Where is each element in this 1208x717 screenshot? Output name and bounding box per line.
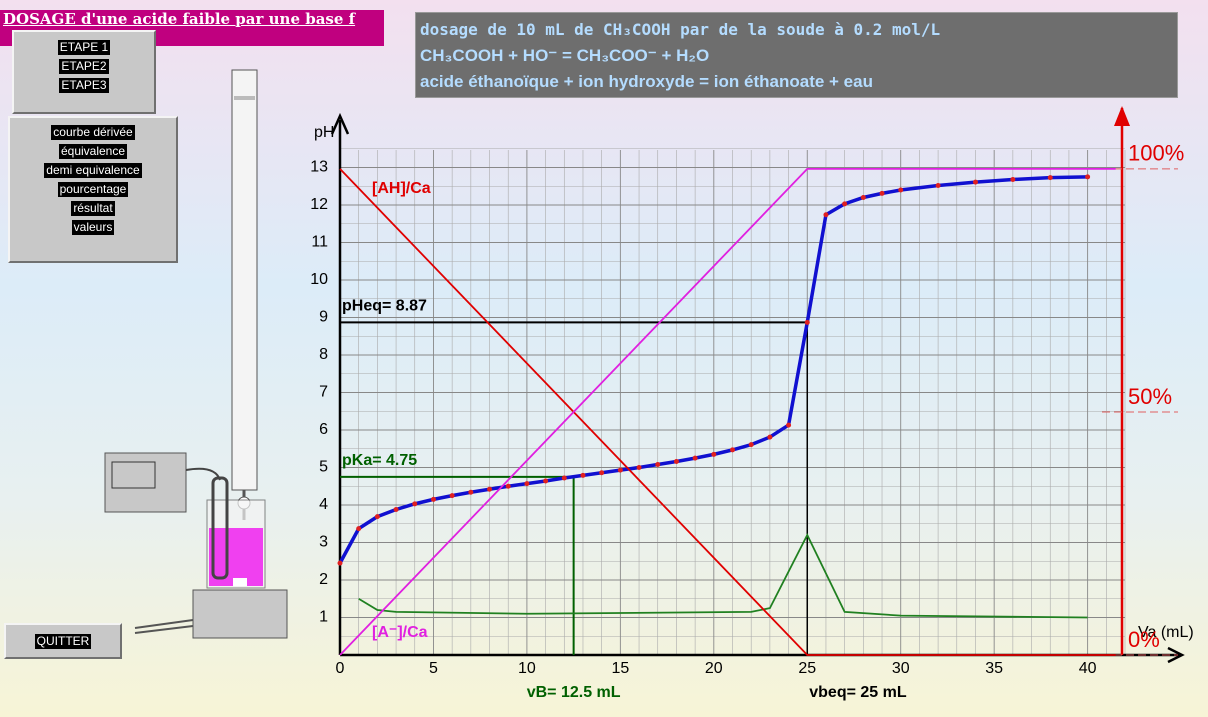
y-tick-label: 4 — [319, 496, 328, 513]
info-line: dosage de 10 mL de CH₃COOH par de la sou… — [420, 20, 941, 39]
data-point — [580, 472, 586, 478]
series-line — [339, 168, 1116, 656]
data-point — [748, 442, 754, 448]
step-button[interactable]: ETAPE2 — [59, 59, 109, 74]
step-button[interactable]: ETAPE3 — [59, 78, 109, 93]
option-button[interactable]: équivalence — [58, 144, 128, 159]
data-point — [505, 483, 511, 489]
half-equivalence-label: vB= 12.5 mL — [527, 684, 621, 701]
x-axis-label: Va (mL) — [1138, 624, 1194, 641]
data-point — [842, 201, 848, 207]
option-button[interactable]: demi equivalence — [44, 163, 142, 178]
x-tick-label: 35 — [985, 660, 1003, 677]
data-point — [543, 478, 549, 484]
y-tick-label: 13 — [310, 159, 328, 176]
data-point — [393, 507, 399, 512]
data-point — [524, 481, 530, 487]
data-point — [449, 493, 455, 499]
steps-panel: ETAPE 1 ETAPE2 ETAPE3 — [12, 30, 156, 114]
x-tick-label: 40 — [1079, 660, 1097, 677]
y2-axis-arrow — [1114, 106, 1130, 126]
data-point — [487, 486, 493, 492]
data-point — [1010, 177, 1016, 182]
data-point — [879, 190, 885, 196]
series-line — [338, 175, 1088, 564]
y-tick-label: 11 — [311, 234, 328, 251]
info-line: CH₃COOH + HO⁻ = CH₃COO⁻ + H₂O — [420, 46, 710, 65]
data-point — [430, 496, 436, 502]
y-axis-arrow — [330, 112, 350, 135]
x-tick-label: 20 — [705, 660, 723, 677]
data-point — [561, 475, 567, 481]
data-point — [617, 467, 623, 473]
info-line: acide éthanoïque + ion hydroxyde = ion é… — [420, 72, 873, 91]
series-line — [358, 532, 1088, 619]
data-point — [1047, 175, 1053, 181]
y2-tick-label: 0% — [1128, 627, 1160, 652]
data-point — [767, 434, 773, 440]
option-button[interactable]: courbe dérivée — [51, 125, 135, 140]
options-panel: courbe dérivée équivalence demi equivale… — [8, 116, 178, 263]
data-point — [1085, 174, 1091, 180]
equivalence-ph-label: pHeq= 8.87 — [342, 298, 427, 315]
y-axis-label: pH — [314, 124, 334, 141]
y-tick-label: 6 — [319, 421, 328, 438]
data-point — [468, 489, 474, 495]
x-tick-label: 15 — [611, 660, 629, 677]
data-point — [860, 195, 866, 200]
data-point — [786, 422, 792, 428]
data-point — [730, 447, 735, 453]
x-tick-label: 30 — [892, 660, 910, 677]
y-tick-label: 3 — [319, 534, 328, 551]
y-tick-label: 9 — [319, 309, 328, 326]
x-tick-label: 25 — [798, 660, 816, 677]
pka-label: pKa= 4.75 — [342, 452, 417, 469]
y-tick-label: 5 — [319, 459, 328, 476]
option-button[interactable]: valeurs — [71, 220, 115, 235]
data-point — [599, 470, 605, 476]
y-tick-label: 10 — [310, 271, 328, 288]
data-point — [655, 462, 661, 467]
series-line — [339, 167, 1116, 656]
y-tick-label: 8 — [319, 346, 328, 363]
y-tick-label: 12 — [310, 196, 328, 213]
data-point — [711, 451, 717, 457]
series-label: [A⁻]/Ca — [372, 624, 428, 641]
data-point — [374, 514, 380, 520]
data-point — [898, 187, 904, 193]
series-label: [AH]/Ca — [372, 180, 431, 197]
data-point — [673, 459, 679, 464]
option-button[interactable]: résultat — [71, 201, 115, 216]
y-tick-label: 1 — [319, 609, 328, 626]
y2-tick-label: 100% — [1128, 141, 1184, 166]
y-tick-label: 2 — [319, 571, 328, 588]
data-point — [412, 501, 418, 507]
step-button[interactable]: ETAPE 1 — [57, 40, 111, 55]
data-point — [804, 319, 810, 325]
data-point — [692, 455, 698, 461]
x-axis-arrow — [1167, 646, 1185, 664]
data-point — [823, 212, 829, 218]
quit-button[interactable]: QUITTER — [34, 633, 92, 649]
info-box: dosage de 10 mL de CH₃COOH par de la sou… — [415, 12, 1178, 98]
data-point — [636, 465, 642, 470]
data-point — [356, 526, 362, 532]
x-tick-label: 10 — [518, 660, 536, 677]
x-tick-label: 0 — [336, 660, 345, 677]
y2-tick-label: 50% — [1128, 384, 1172, 409]
quit-panel: QUITTER — [4, 623, 122, 659]
data-point — [935, 183, 941, 188]
data-point — [972, 179, 978, 185]
option-button[interactable]: pourcentage — [57, 182, 129, 197]
y-tick-label: 7 — [319, 384, 328, 401]
equivalence-volume-label: vbeq= 25 mL — [809, 684, 907, 701]
x-tick-label: 5 — [429, 660, 438, 677]
data-point — [337, 560, 343, 566]
apparatus — [104, 69, 288, 639]
